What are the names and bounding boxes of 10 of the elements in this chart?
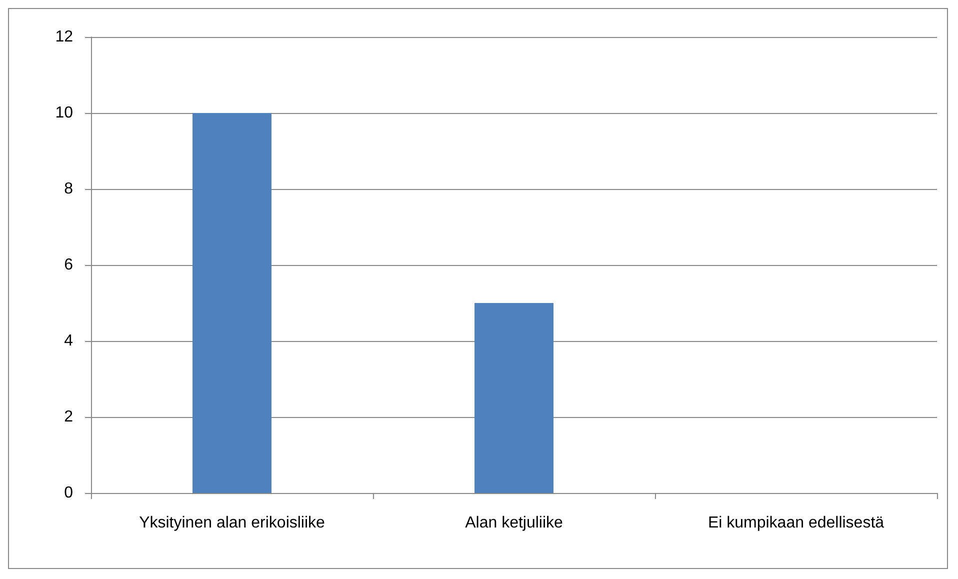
y-tick-label: 4 <box>64 332 74 350</box>
y-tick-label: 12 <box>55 28 74 46</box>
x-tick-label: Alan ketjuliike <box>465 514 564 532</box>
y-tick-label: 6 <box>64 256 74 274</box>
y-tick-label: 2 <box>64 408 74 426</box>
y-tick-label: 0 <box>64 484 74 502</box>
x-tick-label: Ei kumpikaan edellisestä <box>708 514 884 532</box>
y-tick-label: 8 <box>64 180 74 198</box>
y-tick-label: 10 <box>55 104 74 122</box>
x-tick-label: Yksityinen alan erikoisliike <box>139 514 326 532</box>
